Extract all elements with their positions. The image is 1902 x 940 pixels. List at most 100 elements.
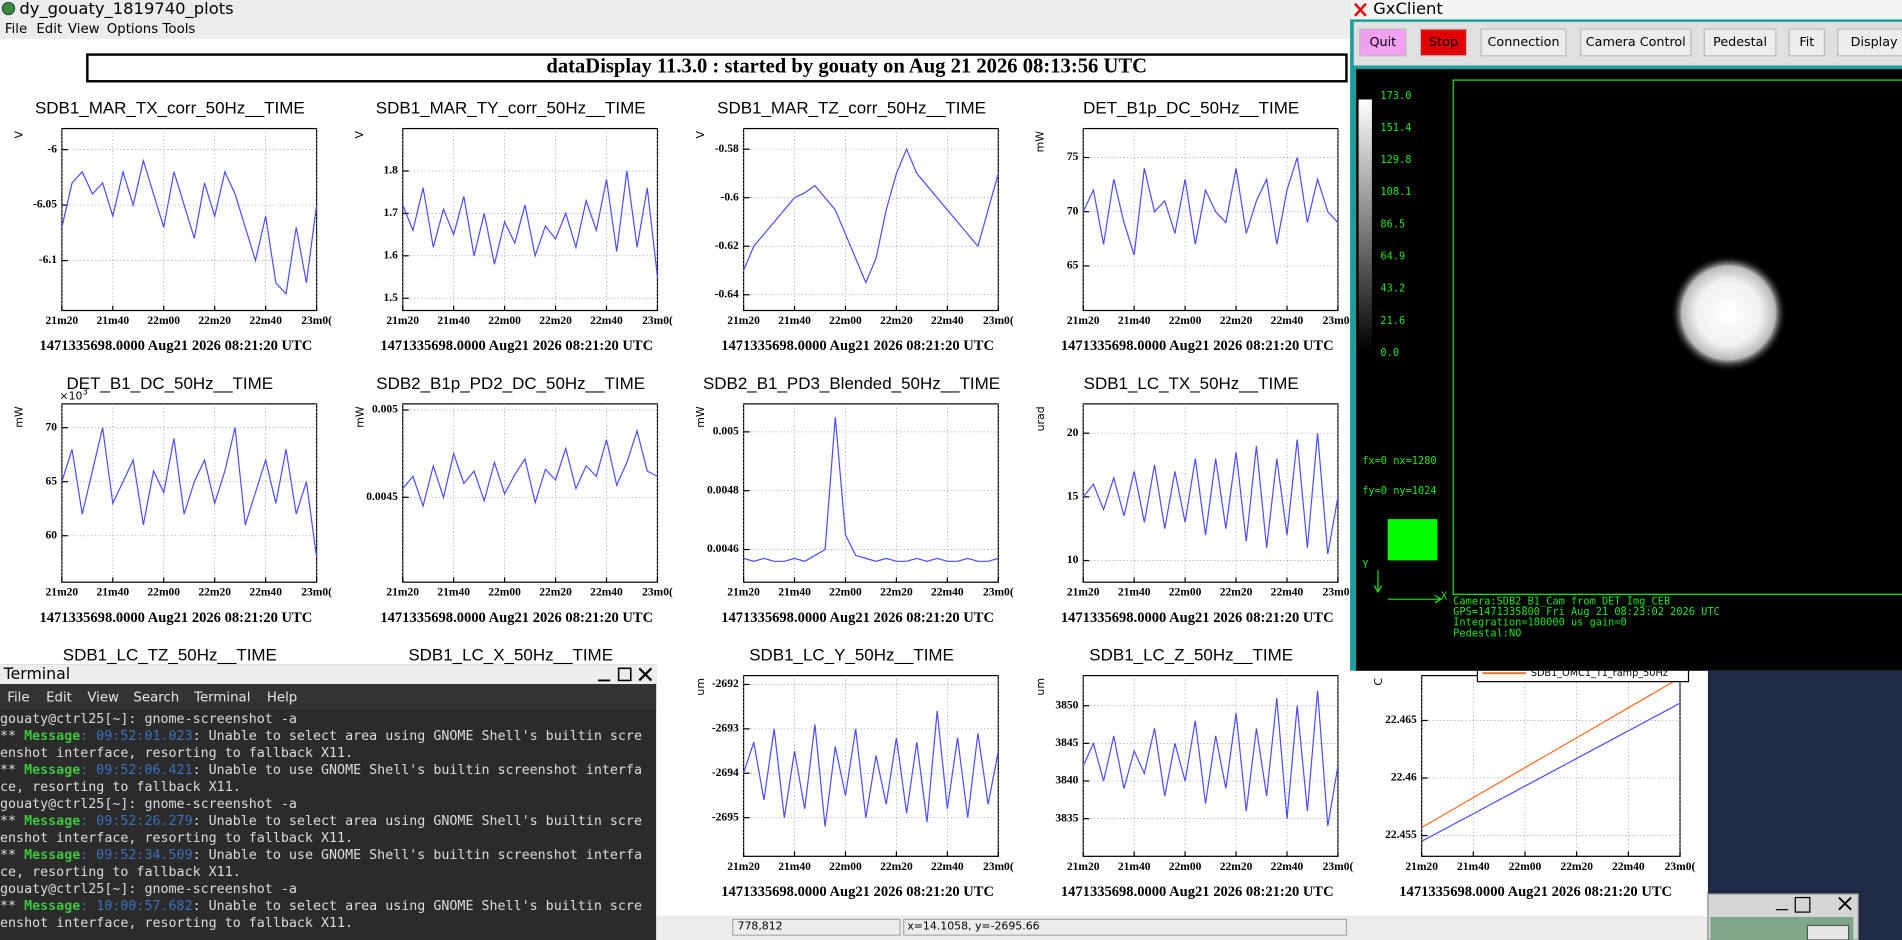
y-tick-label: 1.6 bbox=[383, 249, 398, 261]
axis-x-label: X bbox=[1441, 591, 1448, 603]
line-text: : Unable to use GNOME Shell's builtin sc… bbox=[193, 848, 642, 863]
y-tick-label: -0.62 bbox=[715, 240, 739, 252]
button-label[interactable]: Pedestal bbox=[1713, 35, 1767, 50]
x-tick-label: 23m0( bbox=[1323, 587, 1354, 599]
app-icon bbox=[1, 1, 16, 16]
button[interactable] bbox=[1419, 28, 1468, 57]
menu-item[interactable]: Edit bbox=[46, 690, 72, 705]
x-tick-label: 22m20 bbox=[539, 587, 572, 599]
title-bar bbox=[0, 0, 1708, 20]
terminal-line: ** Message: 09:52:01.023: Unable to sele… bbox=[0, 729, 642, 744]
x-tick-label: 22m20 bbox=[198, 315, 231, 327]
colorbar-label: 151.4 bbox=[1380, 122, 1411, 134]
small-button[interactable] bbox=[1806, 924, 1850, 940]
fy: fy=0 ny=1024 bbox=[1362, 485, 1436, 497]
trace bbox=[1421, 677, 1681, 829]
status-text: 778,812 bbox=[738, 920, 783, 933]
button[interactable] bbox=[1579, 28, 1692, 57]
terminal-line: enshot interface, resorting to fallback … bbox=[0, 746, 353, 761]
button-label[interactable]: Display bbox=[1851, 35, 1898, 50]
x-tick-label: 21m20 bbox=[1067, 315, 1100, 327]
button[interactable] bbox=[1703, 28, 1777, 57]
colorbar-label: 108.1 bbox=[1380, 186, 1411, 198]
button[interactable] bbox=[1480, 28, 1567, 57]
timestamp: : 09:52:34.509 bbox=[80, 848, 192, 863]
y-tick-label: 15 bbox=[1067, 491, 1079, 503]
x-tick-label: 22m20 bbox=[1560, 861, 1593, 873]
x-tick-label: 23m0( bbox=[983, 861, 1014, 873]
plot-footer: 1471335698.0000 Aug21 2026 08:21:20 UTC bbox=[39, 610, 312, 626]
menu-item[interactable]: View bbox=[68, 22, 100, 37]
y-axis-label: mW bbox=[1034, 131, 1047, 153]
prefix: ** bbox=[0, 899, 24, 914]
x-tick-label: 21m40 bbox=[1457, 861, 1490, 873]
button[interactable] bbox=[1359, 28, 1407, 57]
menu-item[interactable]: Search bbox=[133, 690, 179, 705]
maximize-button[interactable] bbox=[617, 667, 632, 682]
message-tag: Message bbox=[24, 848, 80, 863]
line-text: enshot interface, resorting to fallback … bbox=[0, 831, 353, 846]
plot-title: SDB1_LC_Z_50Hz__TIME bbox=[1089, 646, 1293, 665]
menu-item[interactable]: Terminal bbox=[193, 690, 250, 705]
window-title: dy_gouaty_1819740_plots bbox=[19, 0, 233, 19]
y-axis-label: um bbox=[694, 678, 707, 696]
terminal-bg bbox=[0, 664, 657, 940]
x-tick-label: 21m40 bbox=[1118, 315, 1151, 327]
status-square bbox=[1387, 519, 1438, 561]
plot-title: SDB1_LC_TX_50Hz__TIME bbox=[1084, 374, 1299, 393]
header-box bbox=[86, 53, 1348, 83]
x-tick-label: 22m40 bbox=[249, 315, 282, 327]
button-label[interactable]: Quit bbox=[1370, 35, 1397, 50]
menu-item[interactable]: Options bbox=[107, 22, 158, 37]
y-tick-label: 1.8 bbox=[383, 165, 398, 177]
x-tick-label: 21m20 bbox=[1067, 861, 1100, 873]
x-tick-label: 23m0( bbox=[1323, 861, 1354, 873]
plot-title: SDB1_MAR_TZ_corr_50Hz__TIME bbox=[717, 99, 986, 118]
status-cell bbox=[903, 918, 1348, 936]
plot-frame bbox=[742, 127, 999, 312]
trace bbox=[742, 711, 999, 827]
close-button[interactable] bbox=[638, 667, 653, 682]
maximize-button[interactable] bbox=[1794, 896, 1811, 913]
x-tick-label: 22m40 bbox=[249, 587, 282, 599]
plot-frame bbox=[742, 674, 999, 857]
small-window bbox=[1707, 893, 1859, 940]
colorbar-labels: 173.0 151.4 129.8 108.1 86.5 64.9 43.2 21.6 0.0 bbox=[1380, 90, 1411, 359]
menu-item[interactable]: File bbox=[5, 22, 27, 37]
plot-footer: 1471335698.0000 Aug21 2026 08:21:20 UTC bbox=[721, 884, 994, 900]
x-tick-label: 22m20 bbox=[880, 587, 913, 599]
menu-item[interactable]: Edit bbox=[36, 22, 62, 37]
y-tick-label: -6 bbox=[47, 143, 57, 155]
x-tick-label: 22m40 bbox=[931, 861, 964, 873]
line-text: gouaty@ctrl25[~]: gnome-screenshot -a bbox=[0, 797, 297, 812]
menu-item[interactable]: Help bbox=[267, 690, 297, 705]
plot-title: SDB1_LC_Y_50Hz__TIME bbox=[749, 646, 954, 665]
plot-frame bbox=[742, 403, 999, 583]
message-tag: Message bbox=[24, 814, 80, 829]
x-tick-label: 23m0( bbox=[301, 315, 332, 327]
button-label[interactable]: Camera Control bbox=[1586, 35, 1686, 50]
line-text: enshot interface, resorting to fallback … bbox=[0, 746, 353, 761]
button-label[interactable]: Connection bbox=[1488, 35, 1560, 50]
button[interactable] bbox=[1837, 28, 1902, 57]
gx-close[interactable] bbox=[1354, 2, 1367, 17]
colorbar-label: 86.5 bbox=[1380, 218, 1405, 230]
button-label[interactable]: Fit bbox=[1799, 35, 1814, 50]
x-tick-label: 21m40 bbox=[778, 587, 811, 599]
axes-arrows bbox=[1373, 570, 1443, 604]
terminal-line: ce, resorting to fallback X11. bbox=[0, 780, 241, 795]
x-tick-label: 21m40 bbox=[778, 861, 811, 873]
button-label[interactable]: Stop bbox=[1429, 35, 1458, 50]
axis-exponent: 3 bbox=[82, 387, 87, 397]
menu-item[interactable]: Tools bbox=[162, 22, 196, 37]
close-button[interactable] bbox=[1838, 896, 1852, 911]
menu-item[interactable]: File bbox=[7, 690, 29, 705]
menu-item[interactable]: View bbox=[87, 690, 119, 705]
colorbar-label: 43.2 bbox=[1380, 283, 1405, 295]
y-axis-label: C bbox=[1372, 678, 1385, 686]
x-tick-label: 21m20 bbox=[46, 315, 79, 327]
y-tick-label: 65 bbox=[1067, 260, 1079, 272]
trace bbox=[1082, 433, 1339, 555]
button[interactable] bbox=[1788, 28, 1825, 57]
